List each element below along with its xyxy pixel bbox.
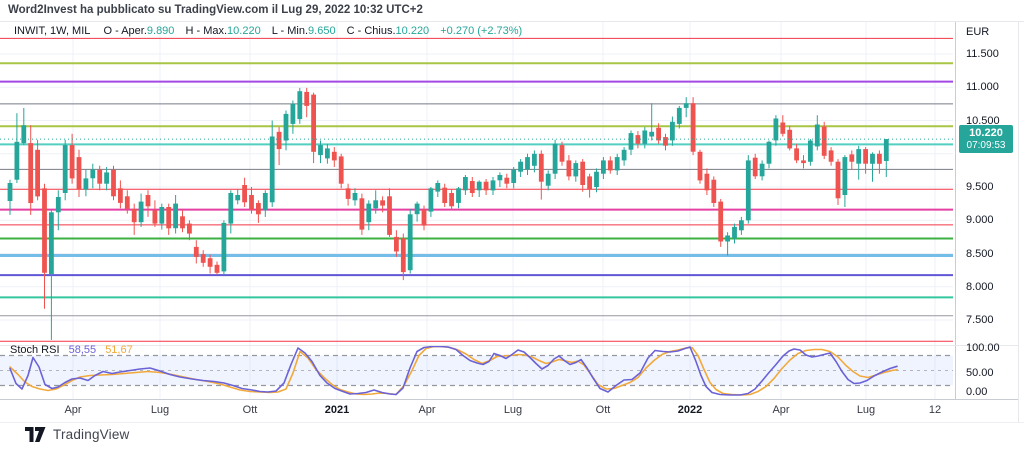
- time-tick-Lug: Lug: [150, 404, 170, 416]
- price-tick-7.500: 7.500: [966, 314, 994, 326]
- publication-text: Word2Invest ha pubblicato su TradingView…: [8, 4, 423, 16]
- stoch-tick-0.00: 0.00: [966, 386, 988, 398]
- price-tick-11.500: 11.500: [966, 48, 999, 60]
- legend-symbol[interactable]: INWIT, 1W, MIL: [14, 25, 91, 37]
- currency-label: EUR: [966, 26, 990, 38]
- stoch-legend: Stoch RSI 58,55 51,67: [10, 344, 133, 356]
- low-value: 9.650: [308, 25, 336, 37]
- current-price-badge: 10.220 07:09:53: [959, 125, 1013, 154]
- price-tick-9.000: 9.000: [966, 214, 994, 227]
- time-tick-2021: 2021: [324, 404, 350, 416]
- time-tick-2022: 2022: [677, 404, 703, 416]
- price-tick-8.500: 8.500: [966, 247, 994, 260]
- time-tick-Apr: Apr: [772, 404, 790, 416]
- stoch-tick-50.00: 50.00: [966, 367, 994, 379]
- time-tick-Lug: Lug: [856, 404, 876, 416]
- panel-divider: [0, 345, 1018, 346]
- price-axis[interactable]: [955, 22, 1019, 422]
- time-axis[interactable]: [0, 399, 1018, 423]
- ohlc-legend: INWIT, 1W, MIL O - Aper.9.890 H - Max.10…: [14, 25, 522, 37]
- legend-close: C - Chius.10.220: [347, 25, 430, 37]
- header-divider: [0, 21, 1024, 22]
- high-value: 10.220: [227, 25, 261, 37]
- stoch-k-value: 58,55: [68, 344, 97, 356]
- badge-countdown: 07:09:53: [966, 140, 1006, 152]
- stoch-rsi-label: Stoch RSI: [10, 344, 60, 356]
- footer-divider: [0, 422, 1024, 423]
- close-label: C - Chius.: [346, 25, 396, 37]
- tradingview-logo-icon: [25, 427, 46, 442]
- open-value: 9.890: [146, 25, 175, 37]
- tradingview-logo-text: TradingView: [53, 427, 130, 442]
- publication-header: Word2Invest ha pubblicato su TradingView…: [8, 4, 423, 16]
- low-label: L - Min.: [271, 25, 309, 37]
- price-tick-11.000: 11.000: [966, 81, 999, 94]
- price-tick-10.500: 10.500: [966, 114, 1000, 127]
- stoch-tick-100.00: 100.00: [966, 342, 1000, 354]
- legend-change: +0.270 (+2.73%): [440, 25, 523, 37]
- open-label: O - Aper.: [103, 25, 147, 37]
- legend-low: L - Min.9.650: [272, 25, 336, 37]
- time-tick-Apr: Apr: [64, 404, 82, 416]
- tradingview-attribution[interactable]: TradingView: [25, 426, 130, 443]
- time-tick-Ott: Ott: [595, 404, 611, 416]
- badge-price: 10.220: [969, 127, 1003, 140]
- time-tick-Ott: Ott: [242, 404, 258, 416]
- stoch-d-value: 51,67: [105, 344, 133, 356]
- price-tick-8.000: 8.000: [966, 280, 994, 293]
- legend-high: H - Max.10.220: [185, 25, 260, 37]
- price-tick-9.500: 9.500: [966, 181, 994, 193]
- time-tick-Apr: Apr: [418, 404, 436, 416]
- close-value: 10.220: [395, 25, 430, 37]
- time-tick-12: 12: [928, 404, 942, 416]
- legend-open: O - Aper.9.890: [103, 25, 174, 37]
- time-tick-Lug: Lug: [503, 404, 523, 416]
- high-label: H - Max.: [185, 25, 228, 37]
